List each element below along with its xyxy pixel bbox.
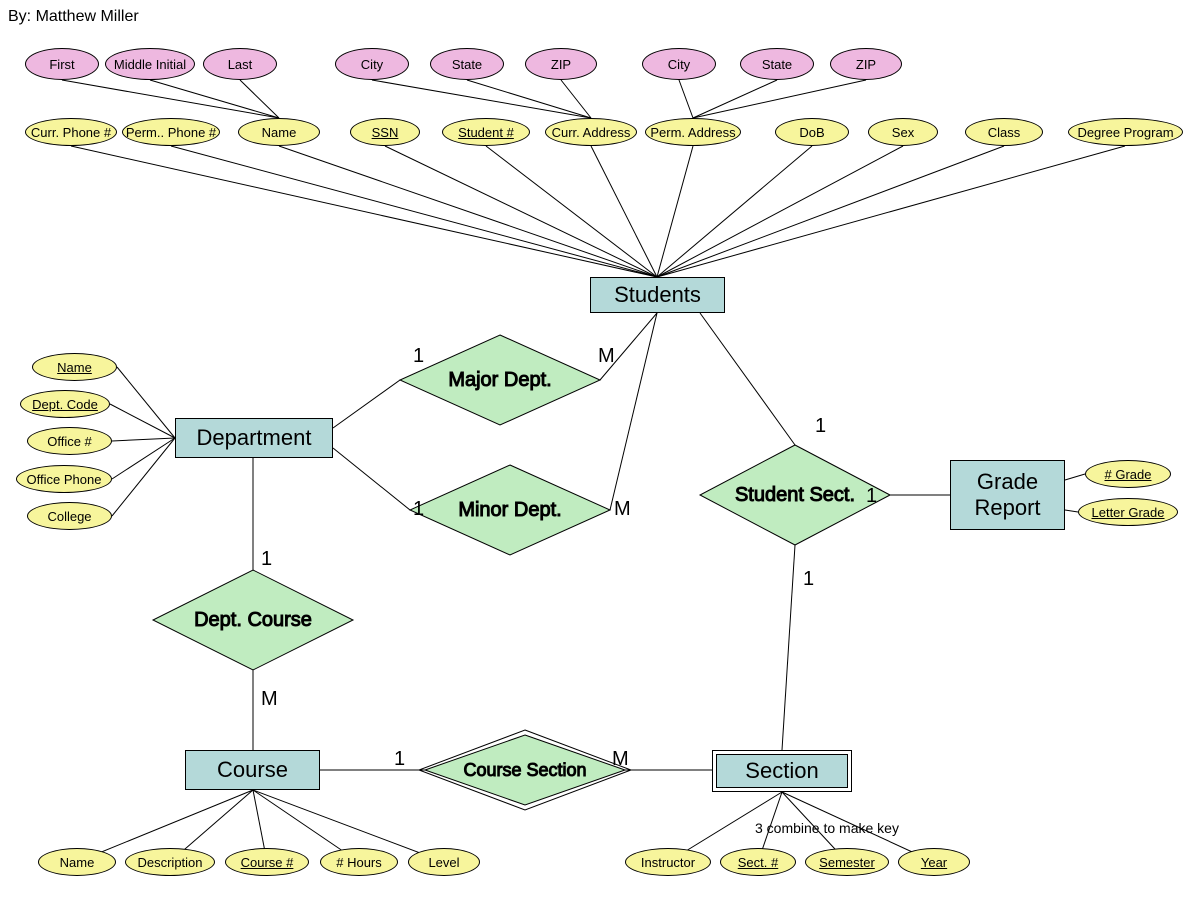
attr-co-level: Level <box>408 848 480 876</box>
attr-s-sem: Semester <box>805 848 889 876</box>
attr-c-zip: ZIP <box>525 48 597 80</box>
svg-text:Minor Dept.: Minor Dept. <box>458 499 561 521</box>
card-6: 1 <box>815 415 826 438</box>
attr-d-name: Name <box>32 353 117 381</box>
attr-middle: Middle Initial <box>105 48 195 80</box>
card-3: M <box>614 498 631 521</box>
card-8: 1 <box>803 568 814 591</box>
svg-text:Course Section: Course Section <box>463 760 586 780</box>
attr-co-num: Course # <box>225 848 309 876</box>
attr-d-office: Office # <box>27 427 112 455</box>
card-5: M <box>261 688 278 711</box>
attr-d-phone: Office Phone <box>16 465 112 493</box>
attr-p-city: City <box>642 48 716 80</box>
svg-text:Major Dept.: Major Dept. <box>448 369 551 391</box>
entity-grade-report: Grade Report <box>950 460 1065 530</box>
attr-c-city: City <box>335 48 409 80</box>
attr-perm-phone: Perm.. Phone # <box>122 118 220 146</box>
entity-section: Section <box>712 750 852 792</box>
attr-d-college: College <box>27 502 112 530</box>
section-key-note: 3 combine to make key <box>755 820 899 836</box>
attr-sex: Sex <box>868 118 938 146</box>
attr-s-num: Sect. # <box>720 848 796 876</box>
card-1: M <box>598 345 615 368</box>
attr-co-hours: # Hours <box>320 848 398 876</box>
card-0: 1 <box>413 345 424 368</box>
attr-last: Last <box>203 48 277 80</box>
card-10: M <box>612 748 629 771</box>
card-4: 1 <box>261 548 272 571</box>
card-7: 1 <box>866 485 877 508</box>
attr-co-desc: Description <box>125 848 215 876</box>
svg-text:Student Sect.: Student Sect. <box>735 484 855 506</box>
byline: By: Matthew Miller <box>8 8 139 26</box>
attr-g-num: # Grade <box>1085 460 1171 488</box>
entity-course: Course <box>185 750 320 790</box>
attr-curr-addr: Curr. Address <box>545 118 637 146</box>
attr-p-state: State <box>740 48 814 80</box>
attr-p-zip: ZIP <box>830 48 902 80</box>
card-2: 1 <box>413 498 424 521</box>
entity-department: Department <box>175 418 333 458</box>
attr-s-year: Year <box>898 848 970 876</box>
attr-g-letter: Letter Grade <box>1078 498 1178 526</box>
attr-student-num: Student # <box>442 118 530 146</box>
attr-co-name: Name <box>38 848 116 876</box>
attr-class: Class <box>965 118 1043 146</box>
card-9: 1 <box>394 748 405 771</box>
attr-d-code: Dept. Code <box>20 390 110 418</box>
attr-dob: DoB <box>775 118 849 146</box>
attr-first: First <box>25 48 99 80</box>
attr-s-instr: Instructor <box>625 848 711 876</box>
entity-students: Students <box>590 277 725 313</box>
attr-perm-addr: Perm. Address <box>645 118 741 146</box>
attr-degree: Degree Program <box>1068 118 1183 146</box>
attr-c-state: State <box>430 48 504 80</box>
attr-curr-phone: Curr. Phone # <box>25 118 117 146</box>
svg-text:Dept. Course: Dept. Course <box>194 609 312 631</box>
attr-name: Name <box>238 118 320 146</box>
attr-ssn: SSN <box>350 118 420 146</box>
